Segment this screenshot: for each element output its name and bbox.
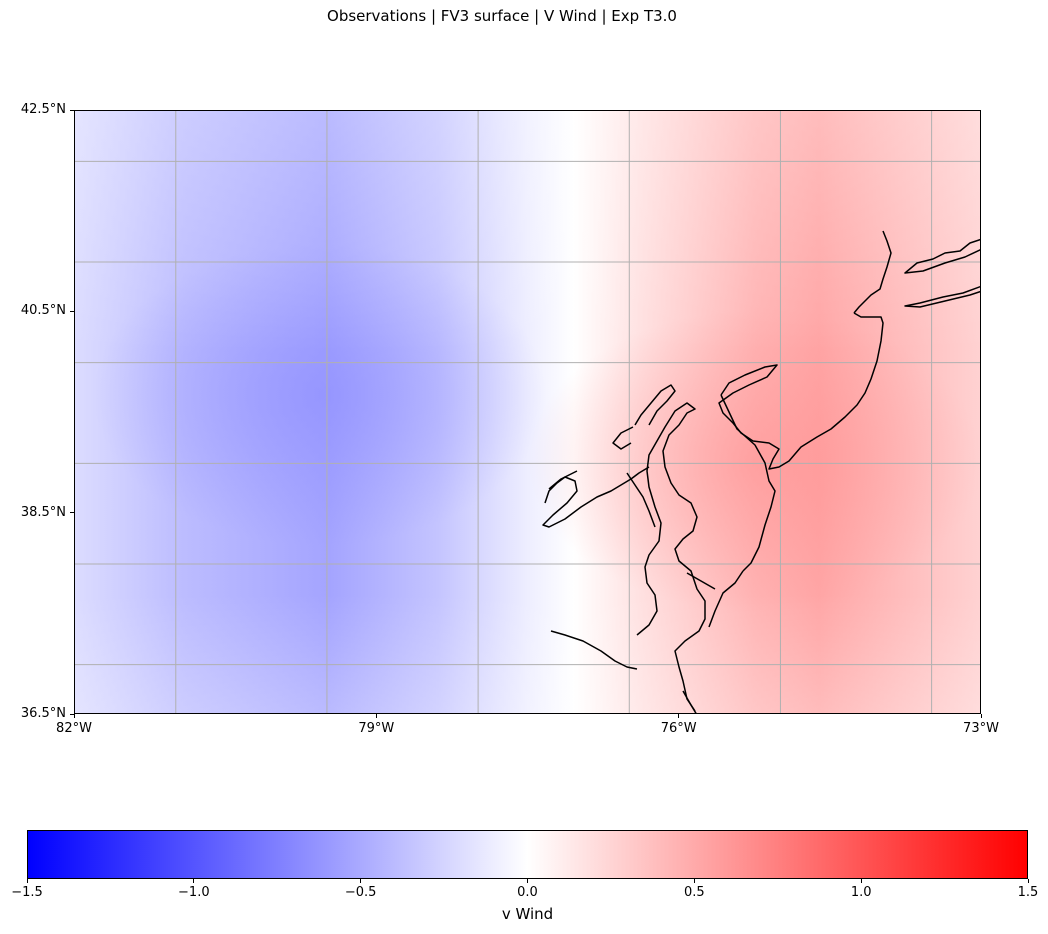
colorbar-tick-label: −1.5: [11, 885, 43, 900]
y-tick-label: 40.5°N: [20, 303, 66, 319]
y-tick-mark: [70, 713, 74, 715]
colorbar-tick-mark: [26, 879, 28, 883]
colorbar-tick-mark: [360, 879, 362, 883]
x-tick-label: 79°W: [358, 721, 395, 736]
y-tick-label: 38.5°N: [20, 504, 66, 520]
colorbar-tick-mark: [527, 879, 528, 883]
y-tick-mark: [70, 310, 74, 312]
gridlines: [75, 111, 980, 713]
colorbar-tick-label: 1.5: [1017, 885, 1039, 900]
colorbar-tick-mark: [860, 879, 862, 883]
colorbar-tick-mark: [693, 879, 695, 883]
x-tick-label: 73°W: [963, 721, 999, 736]
figure-title: Observations | FV3 surface | V Wind | Ex…: [327, 7, 677, 25]
x-tick-mark: [678, 714, 680, 718]
colorbar-tick-label: −0.5: [344, 885, 377, 900]
x-tick-mark: [73, 714, 75, 718]
y-tick-label: 42.5°N: [20, 102, 66, 117]
colorbar-label: v Wind: [501, 905, 554, 923]
coastline: [542, 230, 980, 713]
map-svg: [75, 111, 980, 713]
colorbar-tick-mark: [193, 879, 195, 883]
x-tick-mark: [375, 714, 377, 718]
colorbar: [27, 830, 1028, 879]
x-tick-mark: [980, 714, 982, 718]
colorbar-tick-label: 0.0: [517, 885, 538, 900]
x-tick-label: 76°W: [660, 721, 697, 736]
field-fade: [75, 111, 980, 713]
colorbar-tick-label: 0.5: [683, 885, 705, 900]
y-tick-label: 36.5°N: [20, 706, 66, 721]
map-panel[interactable]: [74, 110, 981, 714]
colorbar-tick-label: −1.0: [178, 885, 210, 900]
x-tick-label: 82°W: [56, 721, 92, 736]
y-tick-mark: [70, 512, 74, 514]
colorbar-tick-mark: [1027, 879, 1029, 883]
colorbar-tick-label: 1.0: [850, 885, 872, 900]
y-tick-mark: [70, 109, 74, 111]
